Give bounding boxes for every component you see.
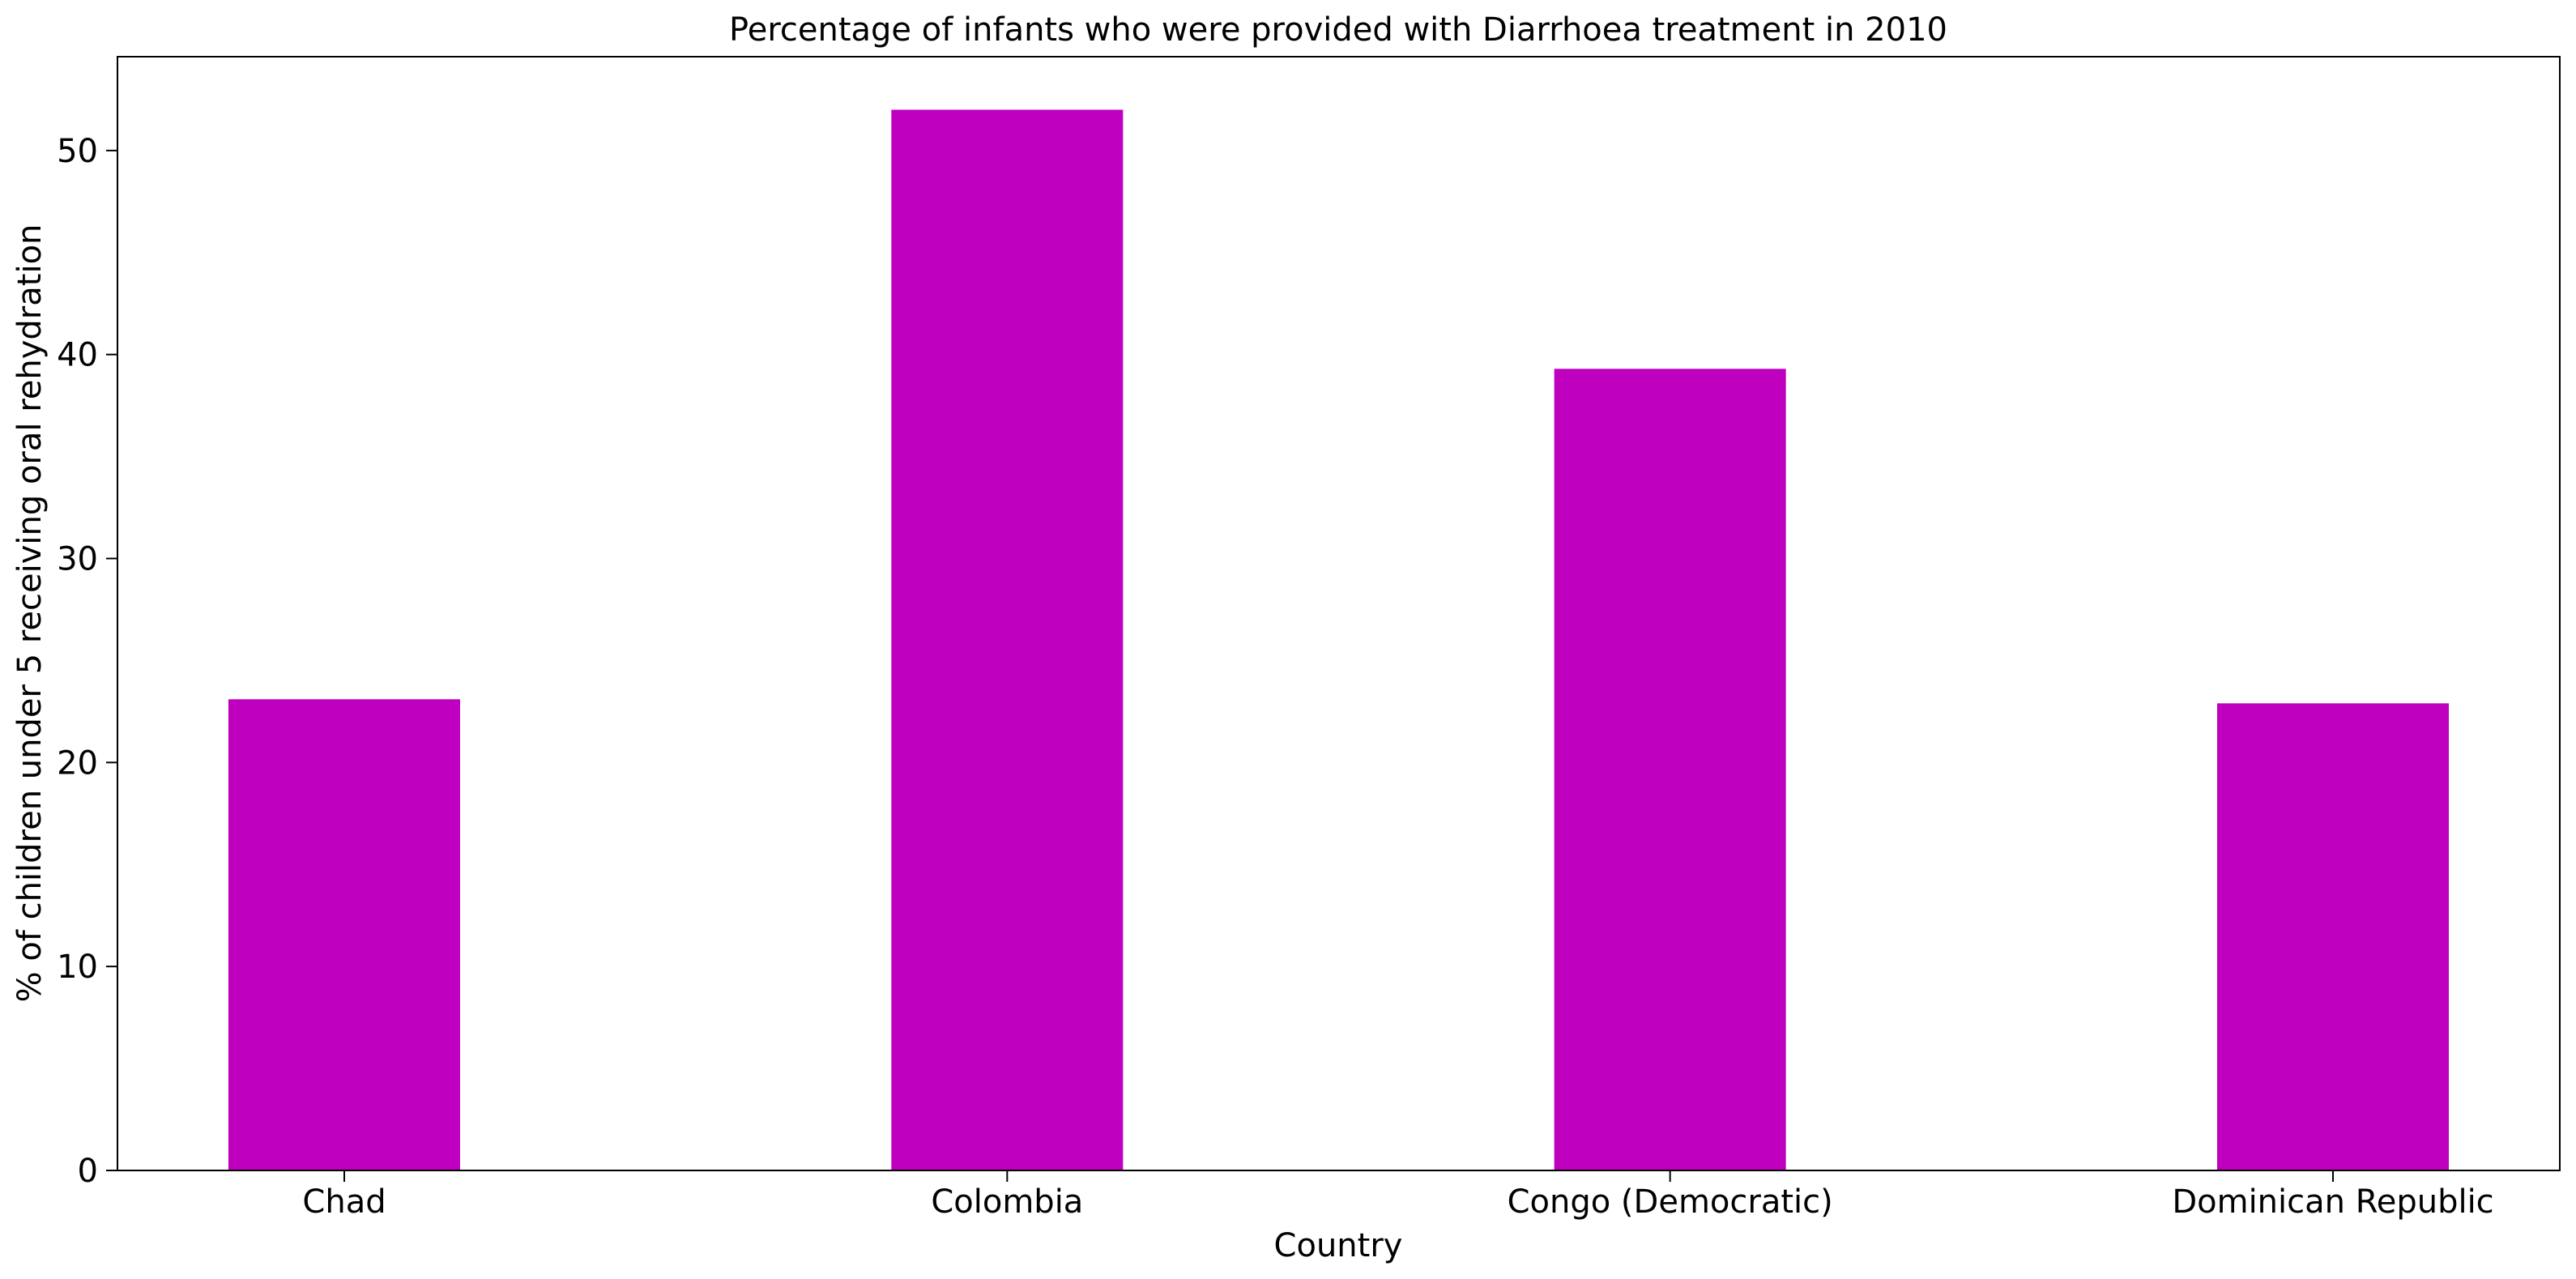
y-tick-label: 0 xyxy=(78,1153,98,1190)
x-axis-ticks: Chad Colombia Congo (Democratic) Dominican … xyxy=(302,1170,2494,1221)
bars xyxy=(228,109,2449,1170)
y-tick-label: 10 xyxy=(57,949,98,986)
y-tick-label: 40 xyxy=(57,337,98,374)
y-tick-label: 30 xyxy=(57,541,98,578)
x-tick-label: Colombia xyxy=(931,1183,1083,1221)
x-tick-label: Congo (Democratic) xyxy=(1508,1183,1833,1221)
x-tick-label: Chad xyxy=(302,1183,386,1221)
bar xyxy=(2217,703,2449,1170)
y-axis-label: % of children under 5 receiving oral reh… xyxy=(11,224,49,1003)
bar xyxy=(891,109,1124,1170)
x-axis-label: Country xyxy=(1274,1227,1403,1264)
y-axis-ticks: 0 10 20 30 40 50 xyxy=(57,133,117,1190)
bar xyxy=(1554,369,1786,1170)
x-tick-label: Dominican Republic xyxy=(2172,1183,2493,1221)
y-tick-label: 20 xyxy=(57,744,98,782)
bar xyxy=(228,699,460,1170)
y-tick-label: 50 xyxy=(57,133,98,170)
chart-title: Percentage of infants who were provided … xyxy=(729,11,1947,49)
plot-area-frame xyxy=(117,56,2561,1171)
